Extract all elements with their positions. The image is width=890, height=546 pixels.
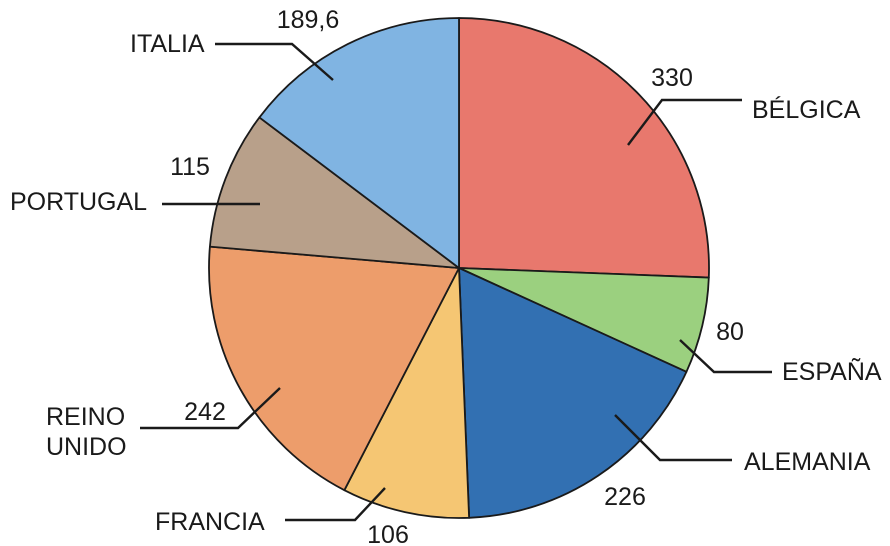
pie-slice-belgica xyxy=(458,17,710,279)
slice-value-espana: 80 xyxy=(716,318,744,346)
slice-value-belgica: 330 xyxy=(651,64,693,92)
pie-slice-alemania xyxy=(458,267,688,519)
slice-name-espana: ESPAÑA xyxy=(782,357,882,386)
leader-line-alemania xyxy=(614,414,732,462)
pie-slice-reino-unido xyxy=(208,245,460,492)
pie-slice-italia xyxy=(258,17,460,269)
slice-value-alemania: 226 xyxy=(604,483,646,511)
leader-line-francia xyxy=(285,487,386,522)
slice-name-alemania: ALEMANIA xyxy=(744,448,871,476)
leader-line-espana xyxy=(679,339,772,374)
slice-name-portugal: PORTUGAL xyxy=(10,188,147,216)
pie-slice-francia xyxy=(343,267,471,519)
leader-line-belgica xyxy=(627,98,742,146)
slice-name-italia: ITALIA xyxy=(130,30,205,58)
slice-value-francia: 106 xyxy=(367,521,409,546)
leader-line-reino-unido xyxy=(140,387,281,430)
pie-slice-portugal xyxy=(209,116,460,269)
slice-value-reino-unido: 242 xyxy=(184,398,226,426)
leader-line-italia xyxy=(215,42,334,81)
slice-name-francia: FRANCIA xyxy=(155,508,265,536)
slice-value-italia: 189,6 xyxy=(277,6,340,34)
slice-name-belgica: BÉLGICA xyxy=(752,95,861,124)
slice-value-portugal: 115 xyxy=(170,153,210,181)
leader-lines xyxy=(140,42,772,522)
pie-labels: BÉLGICA 330 ESPAÑA 80 ALEMANIA 226 FRANCIA 106 R… xyxy=(10,6,882,546)
slice-name-reino-unido: REINO UNIDO xyxy=(46,403,127,461)
pie-slices xyxy=(208,17,710,519)
